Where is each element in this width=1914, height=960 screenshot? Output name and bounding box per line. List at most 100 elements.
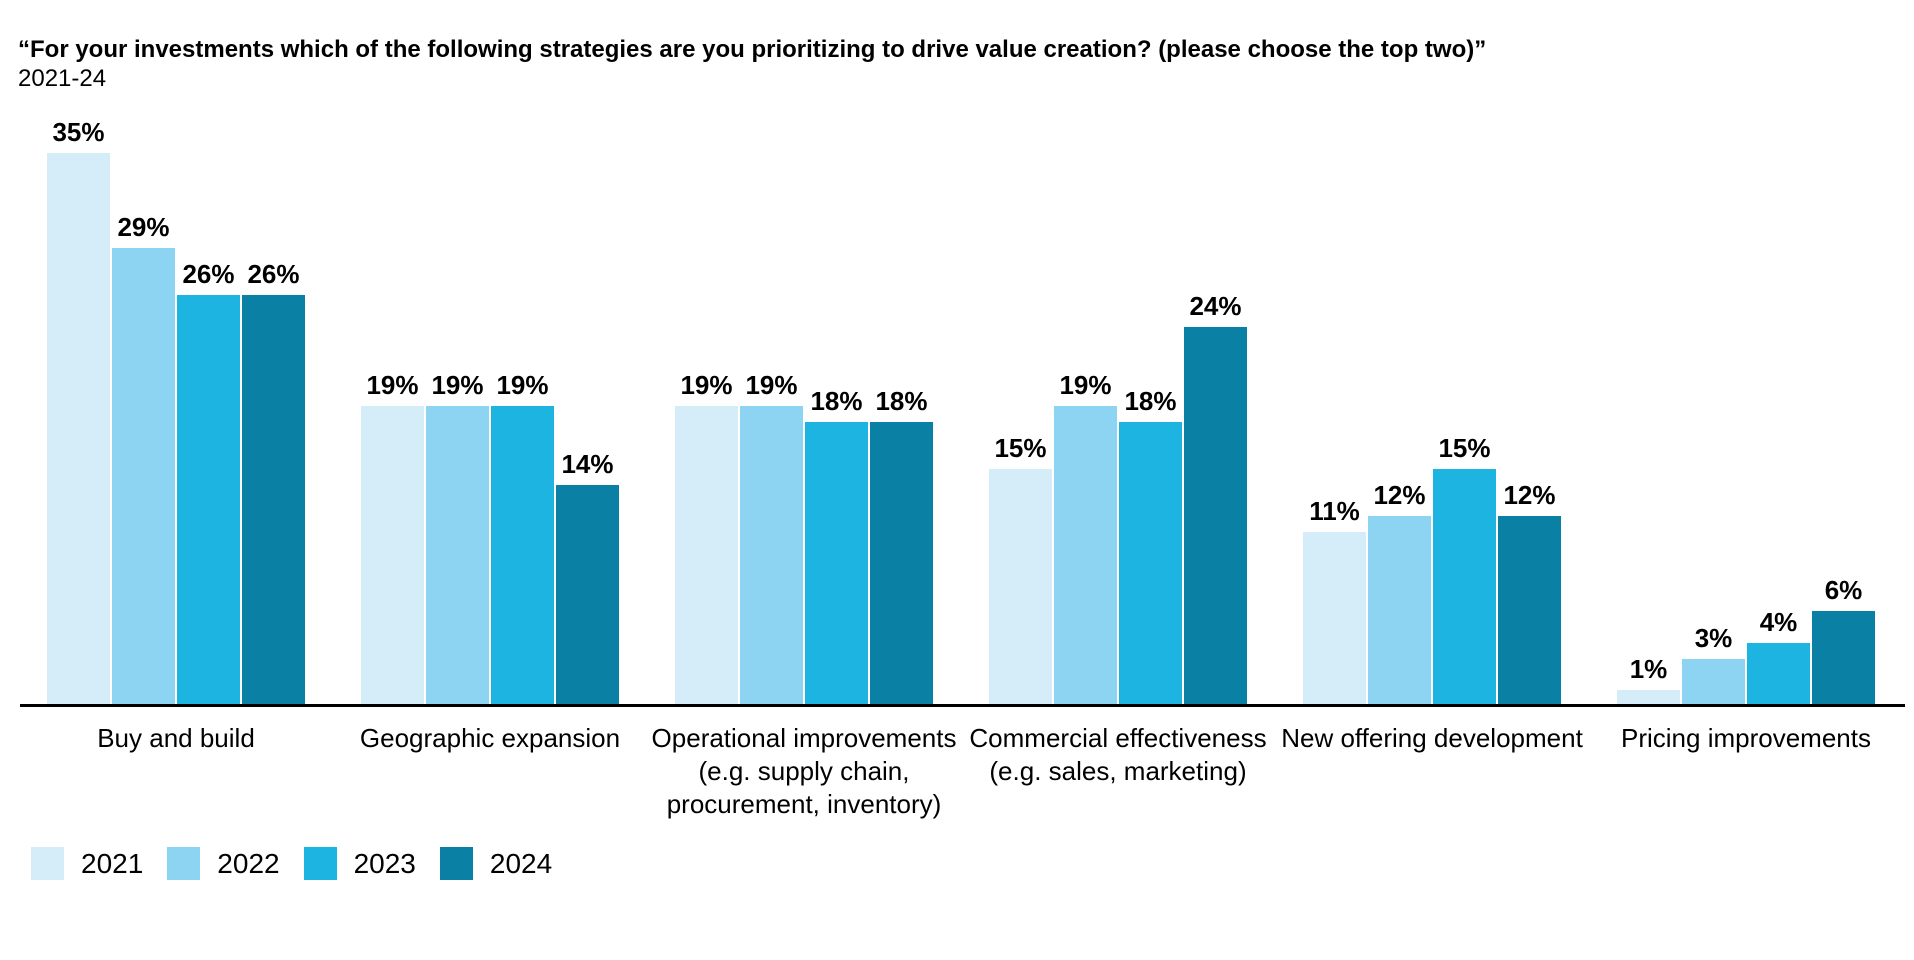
legend-item-2024: 2024: [439, 847, 552, 880]
bar-cell: 26%: [242, 100, 305, 706]
bar-buy-and-build-2021: [47, 153, 110, 706]
bar-commercial-effectiveness-2021: [989, 469, 1052, 706]
category-label-line: Buy and build: [97, 723, 255, 753]
category-label-operational-improvements: Operational improvements (e.g. supply cha…: [652, 722, 957, 821]
legend-label-2021: 2021: [81, 848, 144, 879]
category-label-line: (e.g. supply chain,: [698, 756, 910, 786]
bar-operational-improvements-2023: [805, 422, 868, 706]
category-label-new-offering-development: New offering development: [1281, 722, 1583, 821]
bar-cell: 1%: [1617, 100, 1680, 706]
category-label-line: Geographic expansion: [359, 723, 621, 753]
bar-cell: 35%: [47, 100, 110, 706]
legend-label-2022: 2022: [217, 848, 280, 879]
bar-value-label: 11%: [1309, 496, 1360, 526]
category-label-geographic-expansion: Geographic expansion: [359, 722, 621, 821]
bar-operational-improvements-2021: [675, 406, 738, 706]
bar-cell: 12%: [1498, 100, 1561, 706]
bar-value-label: 12%: [1373, 480, 1426, 510]
bar-new-offering-development-2022: [1368, 516, 1431, 706]
bar-groups-container: 35% 29% 26% 26% 19% 19% 19% 14% 19% 19% 18% 18% 15% 1…: [47, 100, 1875, 706]
legend: 2021 2022 2023 2024: [31, 847, 552, 880]
bar-new-offering-development-2021: [1303, 532, 1366, 706]
category-label-line: (e.g. sales, marketing): [989, 756, 1247, 786]
bar-geographic-expansion-2024: [556, 485, 619, 706]
bar-cell: 4%: [1747, 100, 1810, 706]
bar-pricing-improvements-2023: [1747, 643, 1810, 706]
category-label-line: Pricing improvements: [1621, 723, 1871, 753]
chart-title: “For your investments which of the follo…: [18, 36, 1487, 63]
legend-swatch-2022: [167, 847, 201, 880]
bar-geographic-expansion-2023: [491, 406, 554, 706]
bar-value-label: 19%: [680, 370, 733, 400]
bar-value-label: 18%: [875, 386, 928, 416]
bar-geographic-expansion-2021: [361, 406, 424, 706]
bar-group-operational-improvements: 19% 19% 18% 18%: [675, 100, 933, 706]
bar-pricing-improvements-2022: [1682, 659, 1745, 706]
bar-value-label: 18%: [1124, 386, 1177, 416]
legend-label-2023: 2023: [353, 848, 416, 879]
bar-cell: 19%: [675, 100, 738, 706]
category-label-buy-and-build: Buy and build: [47, 722, 305, 821]
bar-group-new-offering-development: 11% 12% 15% 12%: [1303, 100, 1561, 706]
bar-new-offering-development-2023: [1433, 469, 1496, 706]
bar-group-geographic-expansion: 19% 19% 19% 14%: [361, 100, 619, 706]
bar-geographic-expansion-2022: [426, 406, 489, 706]
bar-value-label: 12%: [1503, 480, 1556, 510]
bar-cell: 26%: [177, 100, 240, 706]
bar-value-label: 19%: [745, 370, 798, 400]
bar-group-buy-and-build: 35% 29% 26% 26%: [47, 100, 305, 706]
bar-cell: 19%: [426, 100, 489, 706]
legend-item-2022: 2022: [167, 847, 280, 880]
bar-new-offering-development-2024: [1498, 516, 1561, 706]
bar-cell: 19%: [1054, 100, 1117, 706]
bar-value-label: 19%: [366, 370, 419, 400]
bar-cell: 12%: [1368, 100, 1431, 706]
bar-pricing-improvements-2024: [1812, 611, 1875, 706]
bar-cell: 19%: [491, 100, 554, 706]
bar-operational-improvements-2024: [870, 422, 933, 706]
bar-commercial-effectiveness-2022: [1054, 406, 1117, 706]
bar-cell: 3%: [1682, 100, 1745, 706]
legend-item-2023: 2023: [303, 847, 416, 880]
bar-value-label: 26%: [182, 259, 235, 289]
category-label-line: New offering development: [1281, 723, 1583, 753]
bar-value-label: 6%: [1824, 575, 1863, 605]
bar-value-label: 24%: [1189, 291, 1242, 321]
bar-value-label: 19%: [1059, 370, 1112, 400]
legend-swatch-2024: [439, 847, 473, 880]
bar-value-label: 29%: [117, 212, 170, 242]
bar-cell: 18%: [805, 100, 868, 706]
bar-value-label: 14%: [561, 449, 614, 479]
bar-commercial-effectiveness-2024: [1184, 327, 1247, 706]
bar-cell: 15%: [1433, 100, 1496, 706]
bar-value-label: 19%: [431, 370, 484, 400]
bar-value-label: 19%: [496, 370, 549, 400]
bar-cell: 24%: [1184, 100, 1247, 706]
chart-subtitle: 2021-24: [18, 65, 107, 92]
bar-value-label: 26%: [247, 259, 300, 289]
bar-value-label: 4%: [1759, 607, 1798, 637]
category-label-pricing-improvements: Pricing improvements: [1617, 722, 1875, 821]
bar-commercial-effectiveness-2023: [1119, 422, 1182, 706]
bar-cell: 18%: [870, 100, 933, 706]
bar-cell: 11%: [1303, 100, 1366, 706]
bar-buy-and-build-2023: [177, 295, 240, 706]
bar-buy-and-build-2024: [242, 295, 305, 706]
category-labels-row: Buy and build Geographic expansion Operati…: [47, 722, 1875, 821]
category-label-line: procurement, inventory): [666, 789, 942, 819]
bar-cell: 18%: [1119, 100, 1182, 706]
bar-cell: 29%: [112, 100, 175, 706]
bar-value-label: 15%: [1438, 433, 1491, 463]
bar-value-label: 35%: [52, 117, 105, 147]
bar-value-label: 18%: [810, 386, 863, 416]
bar-value-label: 3%: [1694, 623, 1733, 653]
legend-swatch-2021: [31, 847, 64, 880]
category-label-line: Operational improvements: [651, 723, 957, 753]
bar-pricing-improvements-2021: [1617, 690, 1680, 706]
bar-value-label: 1%: [1629, 654, 1668, 684]
category-label-commercial-effectiveness: Commercial effectiveness (e.g. sales, mar…: [969, 722, 1266, 821]
legend-swatch-2023: [303, 847, 337, 880]
bar-cell: 14%: [556, 100, 619, 706]
